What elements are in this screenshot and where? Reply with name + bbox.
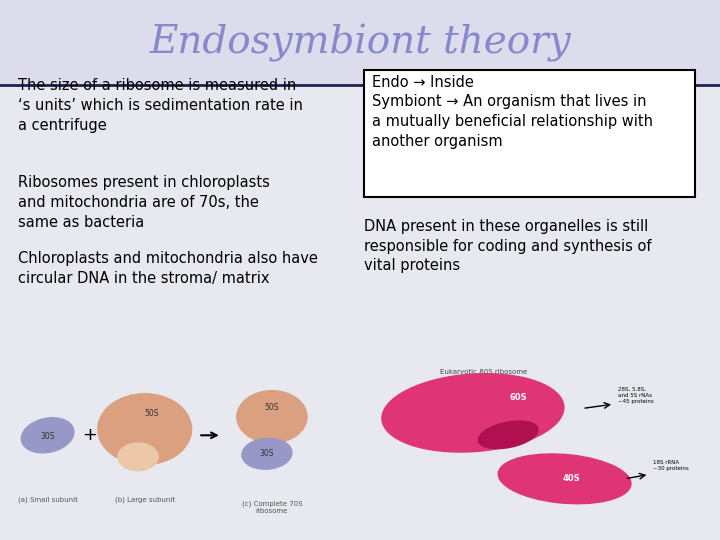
Text: The size of a ribosome is measured in
‘s units’ which is sedimentation rate in
a: The size of a ribosome is measured in ‘s… xyxy=(18,78,303,133)
Ellipse shape xyxy=(382,374,564,452)
Text: Endo → Inside
Symbiont → An organism that lives in
a mutually beneficial relatio: Endo → Inside Symbiont → An organism tha… xyxy=(372,75,653,149)
Ellipse shape xyxy=(498,454,631,504)
Text: Endosymbiont theory: Endosymbiont theory xyxy=(149,24,571,62)
Ellipse shape xyxy=(478,421,538,449)
Text: (c) Complete 70S
ribosome: (c) Complete 70S ribosome xyxy=(242,501,302,515)
Text: (a) Small subunit: (a) Small subunit xyxy=(18,497,78,503)
Text: DNA present in these organelles is still
responsible for coding and synthesis of: DNA present in these organelles is still… xyxy=(364,219,651,273)
Ellipse shape xyxy=(237,390,307,443)
Text: Ribosomes present in chloroplasts
and mitochondria are of 70s, the
same as bacte: Ribosomes present in chloroplasts and mi… xyxy=(18,176,270,230)
Text: 28S, 5.8S,
and 5S rNAs
~45 proteins: 28S, 5.8S, and 5S rNAs ~45 proteins xyxy=(618,387,653,403)
Text: 18S rRNA
~30 proteins: 18S rRNA ~30 proteins xyxy=(653,460,688,471)
Text: +: + xyxy=(82,426,97,444)
Bar xyxy=(0,0,720,85)
Ellipse shape xyxy=(98,394,192,464)
Text: (b) Large subunit: (b) Large subunit xyxy=(114,497,175,503)
Ellipse shape xyxy=(22,418,74,453)
Text: 50S: 50S xyxy=(265,403,279,412)
Text: 60S: 60S xyxy=(510,393,528,402)
Bar xyxy=(364,70,695,197)
Ellipse shape xyxy=(118,443,158,471)
Text: 50S: 50S xyxy=(144,409,158,418)
Text: Chloroplasts and mitochondria also have
circular DNA in the stroma/ matrix: Chloroplasts and mitochondria also have … xyxy=(18,251,318,286)
Text: 30S: 30S xyxy=(40,433,55,441)
Ellipse shape xyxy=(242,438,292,469)
Text: 40S: 40S xyxy=(563,474,580,483)
Text: Eukaryotic 80S ribosome: Eukaryotic 80S ribosome xyxy=(440,369,527,375)
Text: 30S: 30S xyxy=(260,449,274,458)
